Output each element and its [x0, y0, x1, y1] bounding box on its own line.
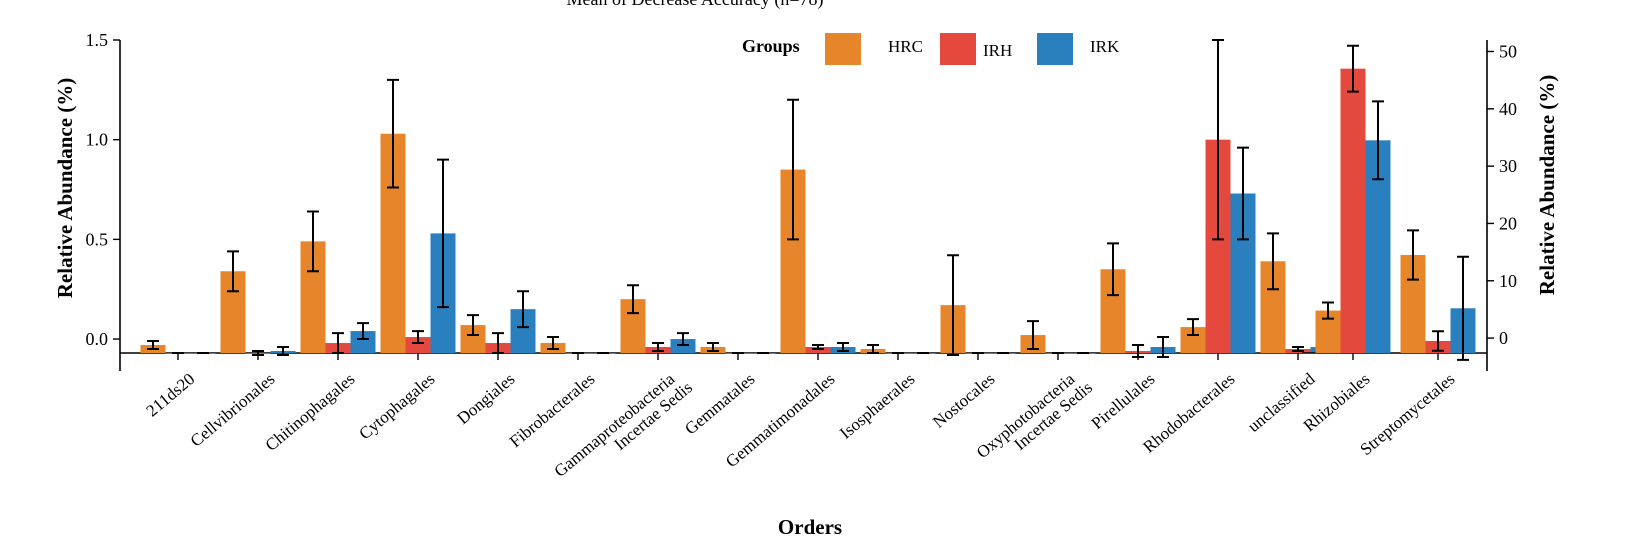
x-tick-label-cytophagales: Cytophagales [355, 369, 438, 443]
error-bar-gemmatimonadales-hrc [787, 98, 799, 241]
error-bar-cytophagales-hrc [387, 78, 399, 189]
y-tick-label: 1.0 [86, 130, 109, 150]
y-tick-label: 10 [1499, 271, 1517, 291]
bar-cytophagales-irh [405, 337, 431, 353]
y-tick-label: 0.5 [86, 229, 109, 249]
y-tick-label: 30 [1499, 156, 1517, 176]
error-bar-fibrobacterales-hrc [547, 336, 559, 351]
y-tick-label: 20 [1499, 213, 1517, 233]
bar-rhizobiales-irh [1340, 68, 1366, 354]
error-bar-gemmatimonadales-irh [812, 344, 824, 351]
error-bar-cellvibrionales-hrc [227, 250, 239, 293]
error-bar-gemmatales-hrc [707, 342, 719, 353]
y-tick-label: 1.5 [86, 30, 109, 50]
y-tick-label: 0.0 [86, 329, 109, 349]
error-bar-rhizobiales-irk [1372, 100, 1384, 181]
error-bar-pirellulales-hrc [1107, 242, 1119, 297]
error-bar-chitinophagales-irk [357, 322, 369, 341]
x-tick-label-211ds20: 211ds20 [143, 369, 199, 420]
error-bar-cytophagales-irh [412, 330, 424, 345]
error-bar-dongiales-irk [517, 290, 529, 329]
y-axis-title-right: Relative Abundance (%) [1535, 75, 1559, 296]
error-bar-rhizobiales-hrc [1322, 301, 1334, 320]
y-tick-label: 0 [1499, 328, 1508, 348]
error-bar-rhodobacterales-irk [1237, 146, 1249, 241]
error-bar-gemmatimonadales-irk [837, 342, 849, 353]
x-axis-title: Orders [778, 515, 842, 539]
legend: Groups HRC IRH IRK [742, 33, 1120, 65]
error-bar-rhizobiales-irh [1347, 44, 1359, 93]
error-bar-streptomycetales-irh [1432, 330, 1444, 352]
error-bar-cellvibrionales-irk [277, 346, 289, 356]
x-tick-label-nostocales: Nostocales [929, 369, 998, 432]
legend-label-hrc: HRC [888, 37, 923, 56]
y-tick-label: 40 [1499, 99, 1517, 119]
y-axis-title-left: Relative Abundance (%) [53, 78, 77, 299]
error-bar-nostocales-hrc [947, 254, 959, 356]
legend-swatch-hrc [825, 33, 861, 65]
error-bar-rhodobacterales-hrc [1187, 318, 1199, 337]
error-bar-streptomycetales-hrc [1407, 229, 1419, 281]
error-bar-gammaproteobacteria-incertae-sedis-irk [677, 332, 689, 347]
error-bar-chitinophagales-hrc [307, 210, 319, 273]
error-bar-streptomycetales-irk [1457, 255, 1469, 361]
error-bar-unclassified-hrc [1267, 232, 1279, 291]
bar-chitinophagales-irk [350, 331, 376, 353]
error-bar-211ds20-hrc [147, 340, 159, 351]
x-tick-label-isosphaerales: Isosphaerales [836, 369, 918, 442]
legend-label-irh: IRH [983, 41, 1012, 60]
error-bar-gammaproteobacteria-incertae-sedis-irh [652, 342, 664, 353]
error-bar-pirellulales-irk [1157, 336, 1169, 358]
x-tick-label-gemmatales: Gemmatales [681, 369, 758, 438]
error-bar-gammaproteobacteria-incertae-sedis-hrc [627, 284, 639, 315]
legend-swatch-irh [940, 33, 976, 65]
error-bar-oxyphotobacteria-incertae-sedis-hrc [1027, 320, 1039, 351]
x-tick-label-pirellulales: Pirellulales [1088, 369, 1159, 433]
legend-label-irk: IRK [1090, 37, 1120, 56]
y-tick-label: 50 [1499, 41, 1517, 61]
error-bar-dongiales-hrc [467, 314, 479, 337]
error-bar-cytophagales-irk [437, 158, 449, 309]
legend-swatch-irk [1037, 33, 1073, 65]
error-bar-unclassified-irh [1292, 346, 1304, 353]
plot-panel-left: 0.00.51.01.5211ds20CellvibrionalesChitin… [86, 30, 1336, 481]
error-bar-isosphaerales-hrc [867, 344, 879, 354]
legend-title: Groups [742, 36, 800, 56]
chart-title: Mean of Decrease Accuracy (n=78) [566, 0, 823, 10]
error-bar-rhodobacterales-irh [1212, 39, 1224, 241]
x-tick-label-dongiales: Dongiales [453, 369, 518, 428]
